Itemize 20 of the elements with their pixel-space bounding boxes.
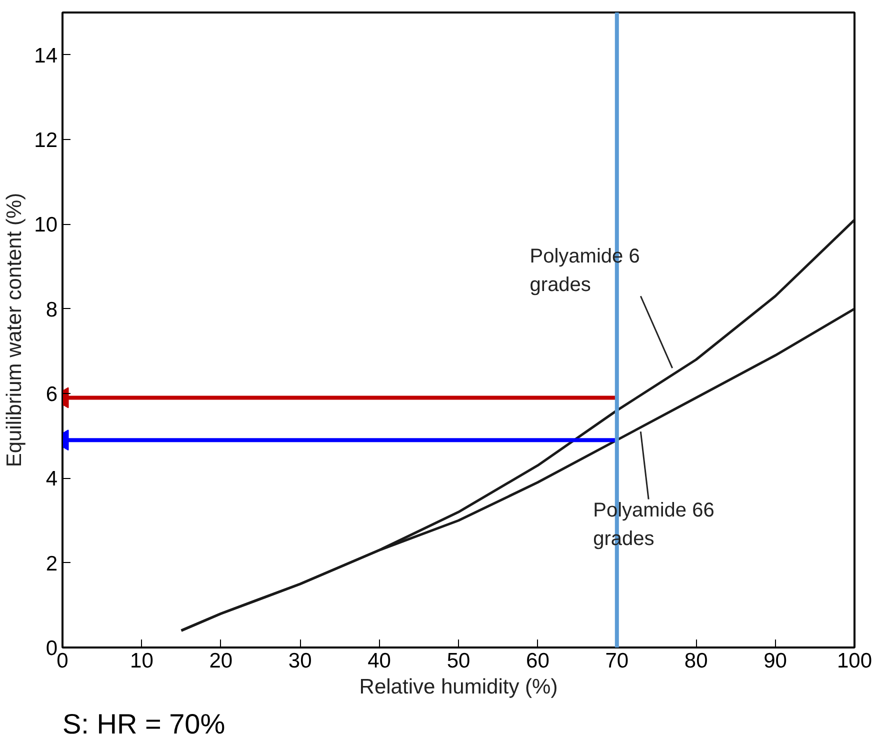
x-tick-label: 90 — [764, 650, 787, 672]
y-tick-label: 12 — [34, 129, 58, 152]
text: S: HR = 70% — [62, 708, 226, 740]
x-tick-label: 80 — [684, 650, 708, 672]
x-axis-title: Relative humidity (%) — [359, 676, 558, 698]
y-tick-label: 14 — [34, 44, 58, 68]
y-tick-label: 10 — [34, 214, 58, 237]
x-tick-label: 20 — [209, 650, 233, 672]
x-tick-label: 40 — [368, 650, 391, 672]
y-tick-label: 2 — [46, 552, 58, 576]
y-axis-title: Equilibrium water content (%) — [3, 192, 26, 468]
y-tick-label: 8 — [46, 298, 58, 322]
x-tick-label: 60 — [526, 650, 550, 672]
y-tick-label: 4 — [46, 468, 58, 491]
x-tick-label: 70 — [605, 650, 629, 672]
y-tick-label: 6 — [46, 383, 58, 406]
x-tick-label: 10 — [130, 650, 154, 672]
x-tick-label: 100 — [836, 650, 872, 672]
x-tick-label: 30 — [288, 650, 312, 672]
x-tick-label: 50 — [446, 650, 470, 672]
